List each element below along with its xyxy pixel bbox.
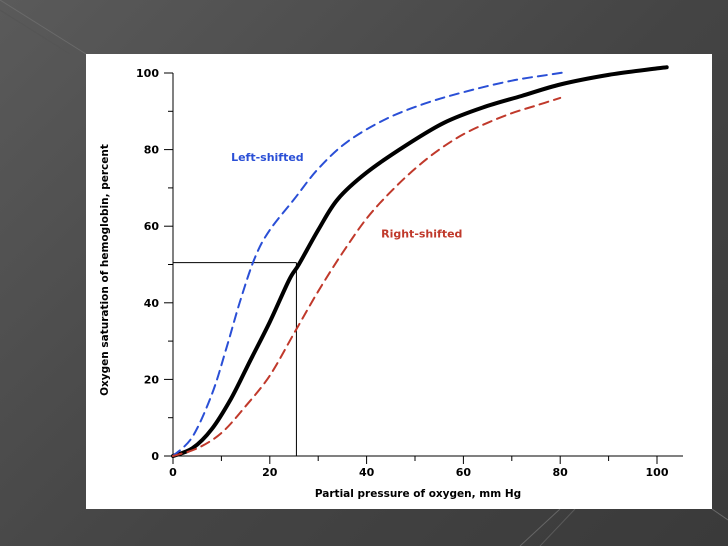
y-tick-label: 0 <box>151 450 159 463</box>
decor-line <box>0 9 71 55</box>
x-tick-label: 40 <box>359 466 375 479</box>
y-tick-label: 40 <box>144 297 160 310</box>
y-axis-title: Oxygen saturation of hemoglobin, percent <box>99 144 111 396</box>
y-axis: 0 20 40 60 80 100 <box>136 67 174 463</box>
x-tick-label: 0 <box>169 466 177 479</box>
y-tick-label: 60 <box>144 220 160 233</box>
x-tick-label: 100 <box>646 466 669 479</box>
series-line-right <box>172 96 562 457</box>
y-tick-label: 100 <box>136 67 159 80</box>
x-axis-title: Partial pressure of oxygen, mm Hg <box>315 488 521 500</box>
chart-panel: 0 20 40 60 80 100 0 20 40 60 80 100 Partial pressu… <box>86 54 712 509</box>
y-tick-label: 80 <box>144 144 160 157</box>
x-tick-label: 20 <box>262 466 278 479</box>
y-tick-label: 20 <box>144 373 160 386</box>
x-axis: 0 20 40 60 80 100 <box>169 455 683 479</box>
x-tick-label: 60 <box>456 466 472 479</box>
series-line-normal <box>171 65 669 458</box>
x-tick-label: 80 <box>553 466 569 479</box>
decor-line <box>0 0 87 55</box>
series-line-left <box>172 71 566 457</box>
series-lines <box>171 65 669 458</box>
left-shifted-label: Left-shifted <box>231 151 304 164</box>
decor-line <box>519 508 561 546</box>
right-shifted-label: Right-shifted <box>381 228 462 241</box>
decor-line <box>711 508 728 521</box>
decor-line <box>539 508 576 546</box>
p50-guide-lines <box>173 262 297 456</box>
oxygen-dissociation-chart: 0 20 40 60 80 100 0 20 40 60 80 100 Partial pressu… <box>99 65 683 500</box>
